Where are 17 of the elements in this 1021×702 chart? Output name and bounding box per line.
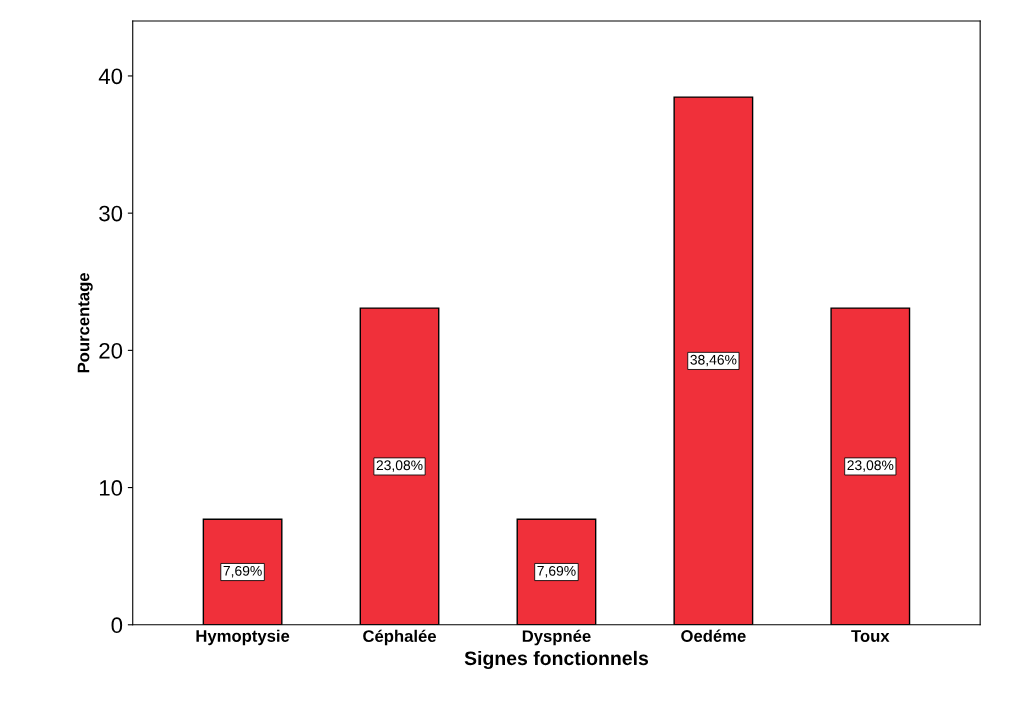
data-label: 7,69%	[223, 565, 262, 578]
x-axis-title: Signes fonctionnels	[464, 650, 649, 670]
x-tick-label: Oedéme	[681, 629, 746, 642]
data-label: 38,46%	[690, 354, 737, 367]
y-tick-label: 30	[99, 205, 123, 222]
x-tick-label: Dyspnée	[522, 629, 591, 646]
y-tick-label: 40	[98, 68, 123, 85]
x-tick-label: Toux	[851, 630, 890, 642]
x-tick-label: Céphalée	[363, 629, 436, 646]
data-label: 7,69%	[537, 565, 576, 578]
data-label: 23,08%	[376, 460, 423, 472]
y-tick-label: 20	[99, 342, 123, 359]
y-tick-label: 10	[99, 480, 123, 496]
x-tick-label: Hymoptysie	[196, 629, 290, 646]
y-axis-title: Pourcentage	[77, 273, 93, 373]
y-tick-label: 0	[111, 617, 123, 634]
data-label: 23,08%	[847, 460, 894, 472]
